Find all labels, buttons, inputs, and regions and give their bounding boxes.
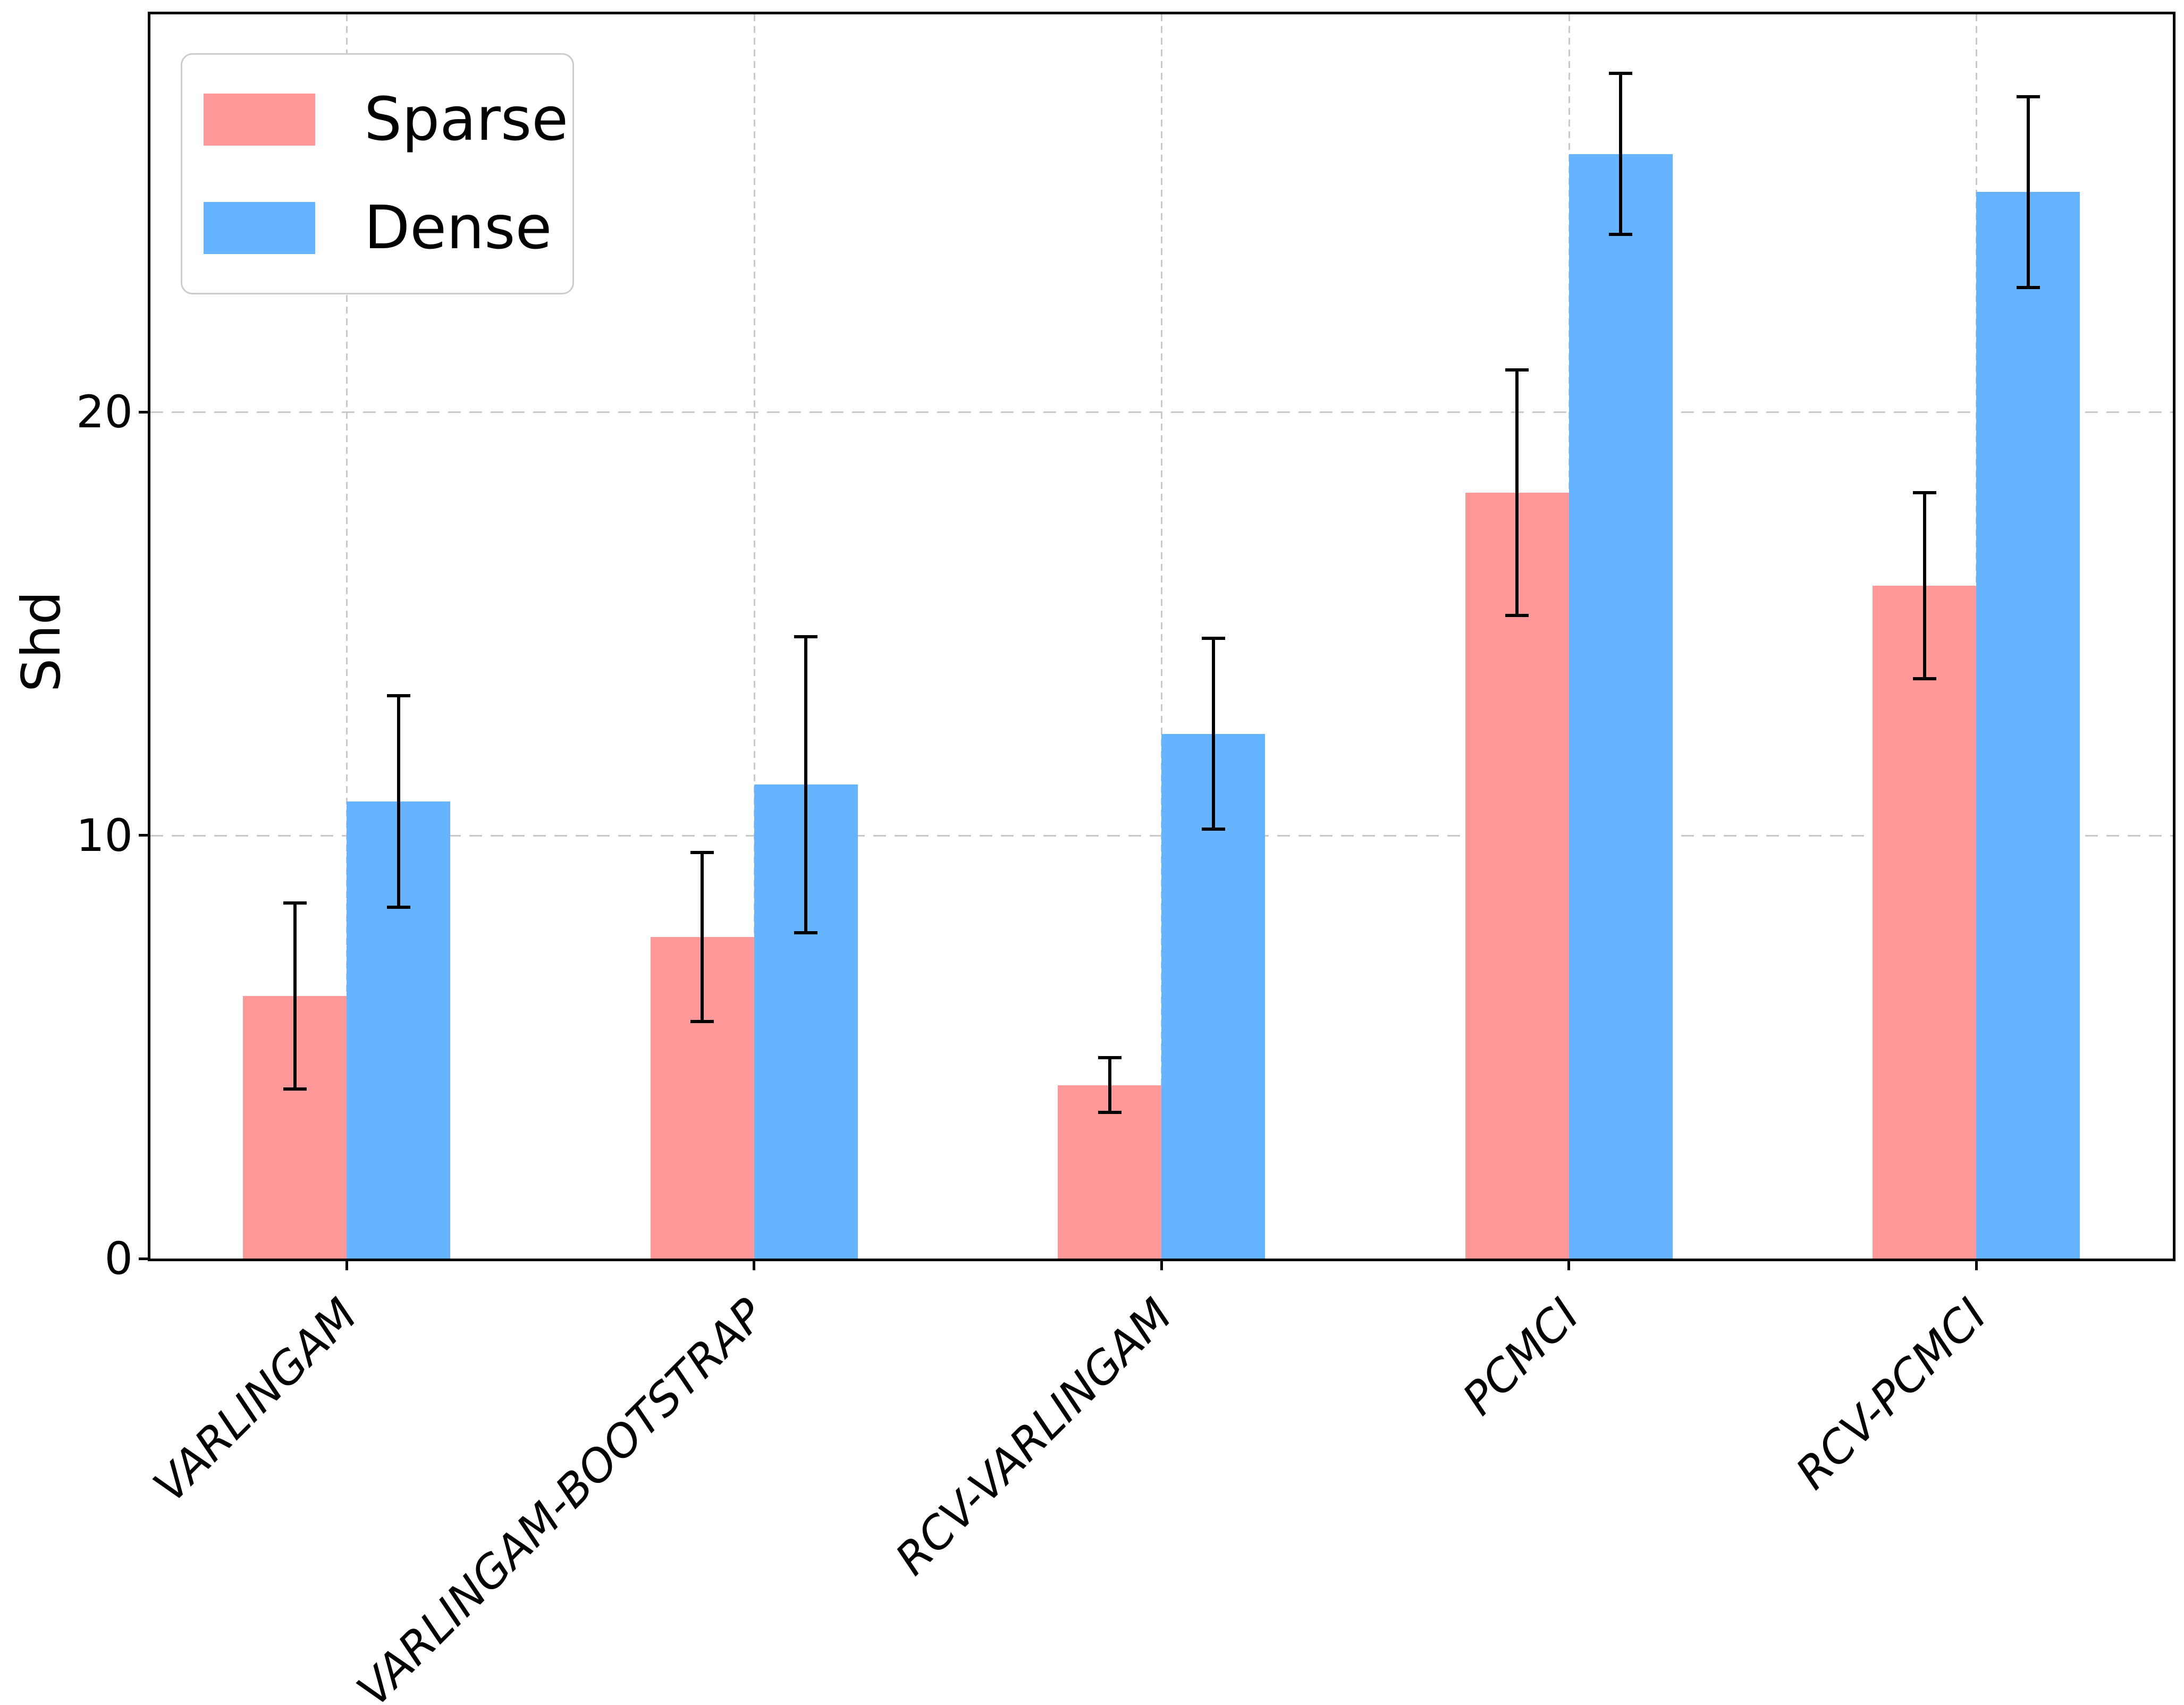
errorbar-dense-varlingam-bootstrap-cap-top — [794, 635, 817, 638]
y-tick-label-20: 20 — [76, 386, 133, 438]
y-tick-label-10: 10 — [76, 809, 133, 862]
x-tick-label-varlingam-bootstrap: VARLINGAM-BOOTSTRAP — [347, 1288, 775, 1705]
bar-dense-rcv-pcmci — [1976, 192, 2080, 1259]
plot-area — [148, 12, 2175, 1261]
errorbar-dense-varlingam-bootstrap-line — [804, 636, 807, 933]
errorbar-dense-rcv-pcmci-cap-bottom — [2016, 285, 2040, 289]
bar-sparse-rcv-pcmci — [1873, 585, 1976, 1259]
x-tick-rcv-pcmci — [1975, 1259, 1978, 1270]
errorbar-dense-rcv-pcmci-line — [2026, 97, 2030, 288]
legend-swatch-dense — [204, 202, 315, 254]
legend-item-sparse: Sparse — [204, 90, 568, 149]
errorbar-sparse-varlingam-cap-top — [283, 901, 307, 905]
errorbar-dense-rcv-varlingam-line — [1211, 638, 1215, 829]
errorbar-dense-varlingam-bootstrap-cap-bottom — [794, 931, 817, 934]
errorbar-sparse-rcv-pcmci-line — [1922, 492, 1926, 679]
errorbar-dense-pcmci-cap-top — [1609, 72, 1632, 75]
x-tick-label-pcmci: PCMCI — [1453, 1288, 1590, 1425]
errorbar-dense-rcv-varlingam-cap-top — [1201, 637, 1225, 640]
y-tick-20 — [139, 410, 150, 413]
legend-label-dense: Dense — [364, 193, 552, 263]
y-axis-label: Shd — [10, 590, 72, 693]
errorbar-sparse-rcv-varlingam-cap-bottom — [1098, 1111, 1121, 1115]
errorbar-dense-rcv-varlingam-cap-bottom — [1201, 827, 1225, 831]
errorbar-sparse-pcmci-cap-top — [1505, 368, 1529, 372]
bar-dense-pcmci — [1569, 154, 1673, 1259]
errorbar-sparse-pcmci-line — [1515, 369, 1519, 615]
legend: Sparse Dense — [181, 53, 574, 294]
gridline-v-rcv-varlingam — [1161, 14, 1162, 1259]
errorbar-sparse-varlingam-bootstrap-cap-top — [690, 850, 714, 854]
errorbar-dense-rcv-pcmci-cap-top — [2016, 95, 2040, 99]
errorbar-sparse-varlingam-bootstrap-cap-bottom — [690, 1020, 714, 1024]
errorbar-dense-varlingam-line — [397, 695, 400, 908]
x-tick-pcmci — [1567, 1259, 1570, 1270]
errorbar-dense-pcmci-cap-bottom — [1609, 233, 1632, 237]
errorbar-sparse-rcv-varlingam-line — [1108, 1057, 1111, 1113]
errorbar-sparse-rcv-pcmci-cap-bottom — [1912, 677, 1936, 681]
legend-swatch-sparse — [204, 94, 315, 146]
errorbar-sparse-varlingam-cap-bottom — [283, 1087, 307, 1091]
errorbar-sparse-varlingam-bootstrap-line — [701, 852, 704, 1022]
x-tick-rcv-varlingam — [1160, 1259, 1163, 1270]
errorbar-sparse-rcv-pcmci-cap-top — [1912, 491, 1936, 494]
legend-item-dense: Dense — [204, 193, 552, 263]
gridline-v-varlingam-bootstrap — [753, 14, 755, 1259]
bar-sparse-pcmci — [1465, 492, 1569, 1259]
y-tick-label-0: 0 — [104, 1233, 133, 1285]
errorbar-dense-pcmci-line — [1619, 73, 1622, 235]
x-tick-varlingam-bootstrap — [753, 1259, 755, 1270]
errorbar-sparse-varlingam-line — [293, 903, 297, 1090]
x-tick-varlingam — [345, 1259, 348, 1270]
x-tick-label-rcv-varlingam: RCV-VARLINGAM — [885, 1288, 1182, 1585]
gridline-v-varlingam — [346, 14, 348, 1259]
errorbar-dense-varlingam-cap-bottom — [386, 906, 410, 909]
errorbar-dense-varlingam-cap-top — [386, 694, 410, 697]
errorbar-sparse-pcmci-cap-bottom — [1505, 613, 1529, 617]
x-tick-label-varlingam: VARLINGAM — [143, 1288, 367, 1513]
x-tick-label-rcv-pcmci: RCV-PCMCI — [1786, 1288, 1997, 1499]
legend-label-sparse: Sparse — [364, 85, 569, 154]
errorbar-sparse-rcv-varlingam-cap-top — [1098, 1056, 1121, 1059]
y-tick-0 — [139, 1257, 150, 1260]
y-tick-10 — [139, 834, 150, 837]
